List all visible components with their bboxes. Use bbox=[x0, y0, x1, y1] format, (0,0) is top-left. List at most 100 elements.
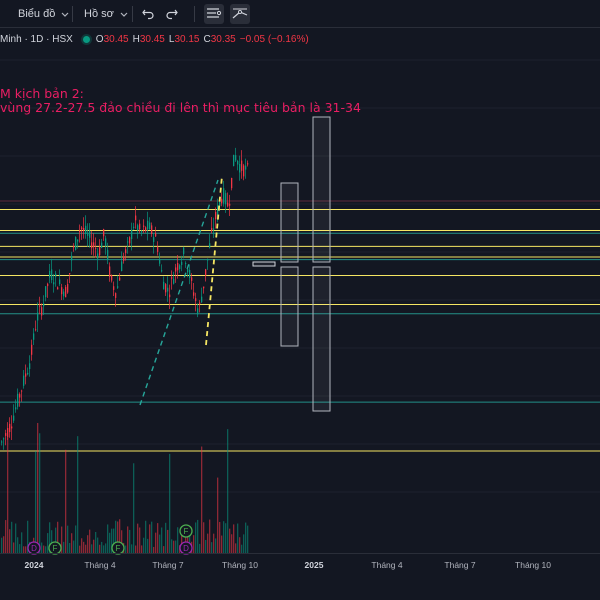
candle-body bbox=[81, 227, 83, 230]
candle-body bbox=[47, 283, 49, 287]
small-range-box bbox=[252, 261, 276, 267]
volume-bar bbox=[135, 545, 137, 553]
candle-body bbox=[55, 273, 57, 277]
candle-body bbox=[103, 229, 105, 237]
candle-body bbox=[27, 372, 29, 375]
candle-body bbox=[223, 188, 225, 204]
volume-bar bbox=[107, 524, 109, 553]
profile-menu-button[interactable]: Hồ sơ bbox=[80, 4, 133, 24]
candle-body bbox=[165, 284, 167, 293]
candle-body bbox=[151, 225, 153, 235]
candle-body bbox=[111, 275, 113, 281]
candle-body bbox=[205, 269, 207, 276]
svg-text:D: D bbox=[183, 544, 189, 553]
svg-text:F: F bbox=[184, 527, 189, 536]
candle-body bbox=[125, 249, 127, 254]
candle-body bbox=[135, 215, 137, 221]
volume-bar bbox=[151, 521, 153, 553]
volume-bar bbox=[11, 521, 13, 553]
volume-bar bbox=[43, 545, 45, 553]
volume-bar bbox=[5, 520, 7, 553]
candle-body bbox=[177, 263, 179, 271]
candle-body bbox=[87, 232, 89, 236]
volume-bar bbox=[185, 529, 187, 553]
candle-body bbox=[243, 165, 245, 177]
time-axis-label: Tháng 10 bbox=[515, 560, 551, 570]
candle-body bbox=[79, 230, 81, 232]
volume-bar bbox=[229, 528, 231, 553]
redo-icon[interactable] bbox=[162, 4, 182, 24]
candle-body bbox=[153, 237, 155, 242]
volume-bar bbox=[141, 545, 143, 553]
volume-bar bbox=[27, 520, 29, 553]
candle-body bbox=[229, 203, 231, 206]
projection-box-down-2 bbox=[312, 266, 331, 412]
trend-lines-icon[interactable] bbox=[230, 4, 250, 24]
candle-body bbox=[213, 228, 215, 230]
candle-body bbox=[107, 249, 109, 260]
volume-bar bbox=[57, 521, 59, 553]
candle-body bbox=[57, 287, 59, 290]
projection-box-down-1 bbox=[280, 266, 299, 347]
financial-marker[interactable]: F bbox=[48, 541, 62, 555]
volume-bar bbox=[129, 529, 131, 553]
candle-body bbox=[207, 258, 209, 261]
candle-body bbox=[117, 286, 119, 288]
candle-body bbox=[147, 220, 149, 230]
candle-body bbox=[239, 163, 241, 173]
dividend-marker[interactable]: D bbox=[179, 541, 193, 555]
volume-bar bbox=[49, 522, 51, 553]
volume-bar bbox=[39, 433, 41, 553]
candle-body bbox=[167, 287, 169, 292]
volume-bar bbox=[37, 422, 39, 553]
dashed-trend-line bbox=[139, 179, 219, 406]
volume-bar bbox=[201, 446, 203, 553]
candle-body bbox=[37, 312, 39, 321]
volume-bar bbox=[143, 537, 145, 553]
volume-bar bbox=[73, 540, 75, 553]
profile-menu-label: Hồ sơ bbox=[84, 8, 114, 20]
volume-bar bbox=[17, 537, 19, 553]
candle-body bbox=[91, 242, 93, 249]
volume-bar bbox=[139, 527, 141, 553]
chart-menu-button[interactable]: Biểu đồ bbox=[14, 4, 74, 24]
volume-bar bbox=[115, 520, 117, 553]
volume-bar bbox=[145, 520, 147, 553]
volume-bar bbox=[235, 543, 237, 553]
dividend-marker[interactable]: D bbox=[27, 541, 41, 555]
undo-icon[interactable] bbox=[138, 4, 158, 24]
candle-body bbox=[245, 165, 247, 170]
candle-body bbox=[191, 277, 193, 281]
volume-bar bbox=[61, 526, 63, 553]
time-axis-label: Tháng 4 bbox=[371, 560, 403, 570]
candle-body bbox=[113, 286, 115, 290]
candle-body bbox=[129, 237, 131, 244]
candle-body bbox=[145, 227, 147, 231]
volume-bar bbox=[81, 538, 83, 553]
volume-bar bbox=[79, 545, 81, 553]
drawing-tools-icon[interactable] bbox=[204, 4, 224, 24]
financial-marker[interactable]: F bbox=[179, 524, 193, 538]
candle-body bbox=[121, 261, 123, 272]
volume-bar bbox=[245, 522, 247, 553]
volume-bar bbox=[83, 541, 85, 553]
volume-bar bbox=[103, 545, 105, 553]
candle-body bbox=[157, 246, 159, 252]
candle-body bbox=[45, 286, 47, 298]
candle-body bbox=[19, 394, 21, 398]
low-value: 30.15 bbox=[174, 33, 200, 45]
volume-bar bbox=[113, 528, 115, 553]
volume-bar bbox=[23, 546, 25, 553]
volume-bar bbox=[91, 544, 93, 553]
candle-body bbox=[49, 271, 51, 278]
candle-body bbox=[215, 211, 217, 220]
candle-body bbox=[133, 226, 135, 228]
svg-text:F: F bbox=[53, 544, 58, 553]
financial-marker[interactable]: F bbox=[111, 541, 125, 555]
candle-body bbox=[203, 286, 205, 289]
volume-bar bbox=[111, 528, 113, 553]
volume-bar bbox=[67, 525, 69, 553]
low-key: L bbox=[168, 33, 175, 45]
candle-body bbox=[41, 307, 43, 316]
